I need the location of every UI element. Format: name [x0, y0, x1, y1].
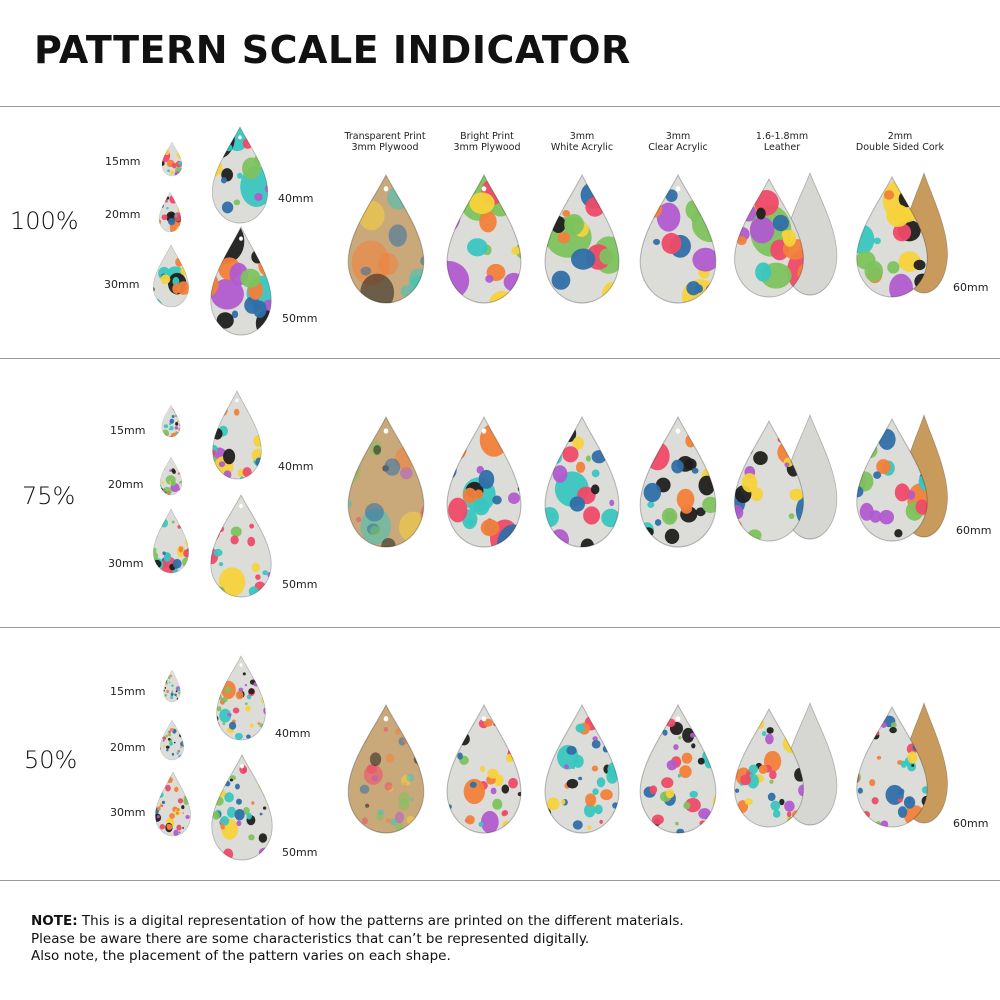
swatch-clear-acrylic: [639, 173, 717, 304]
size-swatch: [153, 508, 189, 574]
size-swatch: [158, 191, 182, 233]
note-line-1: NOTE: This is a digital representation o…: [31, 913, 684, 929]
size-label-20mm: 20mm: [108, 478, 144, 491]
size-swatch: [210, 225, 272, 336]
size-label-60mm: 60mm: [956, 524, 992, 537]
size-label-50mm: 50mm: [282, 578, 318, 591]
size-swatch: [211, 126, 269, 224]
swatch-transparent-plywood: [347, 173, 425, 304]
material-label-white-acrylic: 3mm White Acrylic: [550, 131, 614, 153]
material-label-bright-plywood: Bright Print 3mm Plywood: [453, 131, 521, 153]
swatch-cork-front: [856, 175, 928, 298]
swatch-leather-front: [734, 419, 804, 542]
size-label-60mm: 60mm: [953, 817, 989, 830]
swatch-bright-plywood: [446, 703, 522, 834]
swatch-cork-front: [856, 705, 928, 828]
size-label-40mm: 40mm: [275, 727, 311, 740]
size-label-30mm: 30mm: [108, 557, 144, 570]
size-swatch: [155, 771, 191, 837]
swatch-white-acrylic: [544, 415, 620, 548]
size-label-60mm: 60mm: [953, 281, 989, 294]
divider-top: [0, 106, 1000, 107]
size-label-40mm: 40mm: [278, 460, 314, 473]
size-swatch: [210, 494, 272, 598]
size-label-30mm: 30mm: [110, 806, 146, 819]
note-line-3: Also note, the placement of the pattern …: [31, 948, 451, 964]
size-label-20mm: 20mm: [105, 208, 141, 221]
swatch-bright-plywood: [446, 173, 522, 304]
scale-label-100: 100%: [10, 207, 79, 235]
swatch-leather-front: [734, 707, 804, 828]
size-swatch: [161, 141, 183, 177]
size-label-40mm: 40mm: [278, 192, 314, 205]
size-swatch: [161, 404, 181, 438]
size-label-15mm: 15mm: [105, 155, 141, 168]
material-label-clear-acrylic: 3mm Clear Acrylic: [648, 131, 708, 153]
page-title: PATTERN SCALE INDICATOR: [34, 28, 631, 72]
size-label-15mm: 15mm: [110, 685, 146, 698]
swatch-transparent-plywood: [347, 703, 425, 834]
note-label: NOTE:: [31, 913, 78, 929]
swatch-white-acrylic: [544, 703, 620, 834]
material-label-cork: 2mm Double Sided Cork: [855, 131, 945, 153]
note-text: NOTE: This is a digital representation o…: [31, 913, 684, 966]
size-swatch: [212, 390, 262, 480]
swatch-leather-front: [734, 177, 804, 298]
divider-1: [0, 358, 1000, 359]
size-label-15mm: 15mm: [110, 424, 146, 437]
swatch-cork-front: [856, 417, 928, 542]
swatch-transparent-plywood: [347, 415, 425, 548]
size-label-50mm: 50mm: [282, 312, 318, 325]
swatch-clear-acrylic: [639, 703, 717, 834]
swatch-white-acrylic: [544, 173, 620, 304]
size-label-50mm: 50mm: [282, 846, 318, 859]
divider-2: [0, 627, 1000, 628]
size-swatch: [216, 655, 266, 741]
size-swatch: [211, 753, 273, 861]
size-label-20mm: 20mm: [110, 741, 146, 754]
note-line-2: Please be aware there are some character…: [31, 930, 590, 947]
size-swatch: [163, 669, 181, 703]
size-swatch: [160, 719, 184, 761]
scale-label-50: 50%: [24, 746, 78, 774]
size-swatch: [153, 244, 189, 308]
material-label-leather: 1.6-1.8mm Leather: [755, 131, 809, 153]
size-swatch: [159, 456, 183, 496]
swatch-bright-plywood: [446, 415, 522, 548]
size-label-30mm: 30mm: [104, 278, 140, 291]
divider-bottom: [0, 880, 1000, 881]
scale-label-75: 75%: [22, 482, 76, 510]
swatch-clear-acrylic: [639, 415, 717, 548]
material-label-transparent-plywood: Transparent Print 3mm Plywood: [344, 131, 426, 153]
